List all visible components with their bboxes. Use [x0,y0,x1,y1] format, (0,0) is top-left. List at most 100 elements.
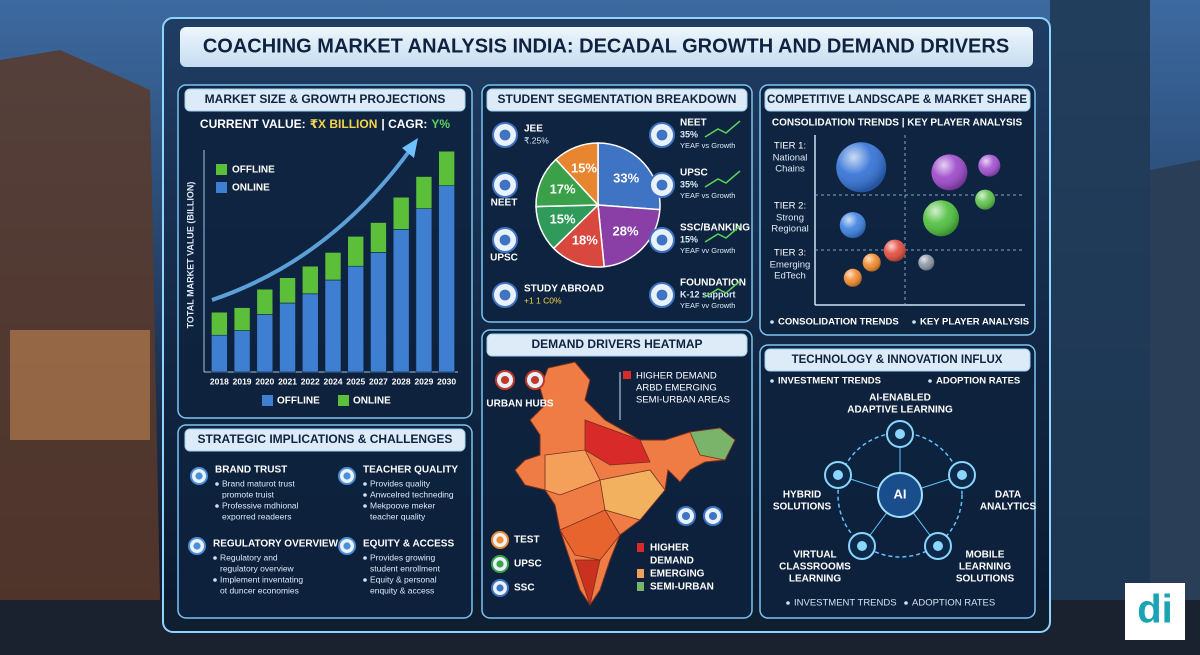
legend-label: OFFLINE [277,396,320,407]
item-text: Brand maturot trust [222,478,295,488]
bar-segment [233,330,251,373]
slice-label: 15% [550,211,576,226]
bar-segment [392,196,410,230]
bullet-dot [363,482,367,486]
bubble-shine [839,212,866,239]
item-title: EQUITY & ACCESS [363,539,454,550]
bullet-dot [213,556,217,560]
bubble-shine [883,239,906,262]
legend-label: SSC [514,583,535,594]
pie-slice [554,142,599,207]
bubble-shine [918,254,935,271]
trend-arrowhead [402,138,418,158]
icon-core [499,234,511,246]
legend-swatch [637,582,644,591]
legend-swatch [216,164,227,175]
node-label: MOBILE [966,550,1005,561]
node-label: SOLUTIONS [956,574,1015,585]
map-label: URBAN HUBS [486,399,554,410]
bar-segment [301,265,319,295]
bar-segment [279,302,296,373]
building-right2 [1150,160,1200,600]
bullet-dot [363,578,367,582]
callout-text: 35% [680,179,698,189]
callout-text: YEAF vv Growth [680,246,735,255]
bar-segment [415,208,433,373]
callout-text: 35% [680,129,698,139]
bubble-shine [975,189,996,210]
node-core [933,541,943,551]
panel-header: DEMAND DRIVERS HEATMAP [531,337,702,351]
item-text: Regulatory and [220,552,278,562]
subtitle-part: CURRENT VALUE: [200,117,306,131]
icon-core [656,289,668,301]
legend-swatch [262,395,273,406]
node-label: ANALYTICS [980,502,1037,513]
bullet-dot [770,320,774,324]
network-hub [877,472,923,518]
node-core [857,541,867,551]
item-text: enquity & access [370,585,434,595]
trend-icon [704,280,741,298]
bubble-shine [923,200,959,237]
subtitle: CONSOLIDATION TRENDS | KEY PLAYER ANALYS… [772,118,1023,129]
x-tick-label: 2027 [369,376,388,386]
node-core [895,429,905,439]
bubble-shine [978,154,1001,177]
bullet-dot [363,493,367,497]
legend-label: TEST [514,535,540,546]
item-text: promote truist [222,489,275,499]
tier-title: TIER 1: [774,141,806,152]
bullet-dot [213,578,217,582]
panel-header: COMPETITIVE LANDSCAPE & MARKET SHARE [767,94,1027,106]
node-label: ADAPTIVE LEARNING [847,405,953,416]
icon-core [496,560,504,568]
callout-text: YEAF vs Growth [680,191,735,200]
callout-title: SSC/BANKING [680,223,750,234]
tier-title: TIER 2: [774,201,806,212]
legend-label: OFFLINE [232,165,275,176]
map-region [599,469,666,521]
bar-segment [438,185,455,373]
panel-header [184,428,466,452]
panel-header: MARKET SIZE & GROWTH PROJECTIONS [205,92,446,106]
callout-text: YEAF vs Growth [680,141,735,150]
subtitle-part: ₹X BILLION [310,117,378,131]
item-text: Mekpoove meker [370,500,435,510]
slice-label: 17% [550,182,576,197]
legend-label: SEMI-URBAN [650,582,714,593]
panel [177,424,473,619]
bar-segment [370,252,387,373]
map-region [544,449,601,496]
trend-arrow [211,148,412,302]
item-text: teacher quality [370,511,426,521]
trend-icon [704,120,741,138]
bar-segment [256,288,274,315]
footer-text: CONSOLIDATION TRENDS [778,317,899,328]
node-label: DATA [995,490,1021,501]
item-title: REGULATORY OVERVIEW [213,539,339,550]
x-tick-label: 2025 [346,376,365,386]
title-bar [180,27,1033,67]
item-text: Professive mdhional [222,500,299,510]
tier-text: Regional [771,224,809,235]
tech-footer: INVESTMENT TRENDS [794,598,897,609]
trend-icon [704,170,741,188]
footer-text: KEY PLAYER ANALYSIS [920,317,1029,328]
legend-label: UPSC [514,559,542,570]
bar-segment [347,265,365,373]
icon-core [708,511,718,521]
panel-header: TECHNOLOGY & INNOVATION INFLUX [792,354,1003,366]
tier-text: National [773,153,808,164]
icon-core [499,179,511,191]
callout-title: NEET [680,118,707,129]
slice-label: 18% [572,233,598,248]
icon-core [499,129,511,141]
icon-core [343,542,351,550]
pie-slice [535,158,600,208]
network-ring [837,432,963,558]
item-text: exporred readeers [222,511,291,521]
legend-swatch [637,543,644,552]
bar-segment [256,314,274,373]
